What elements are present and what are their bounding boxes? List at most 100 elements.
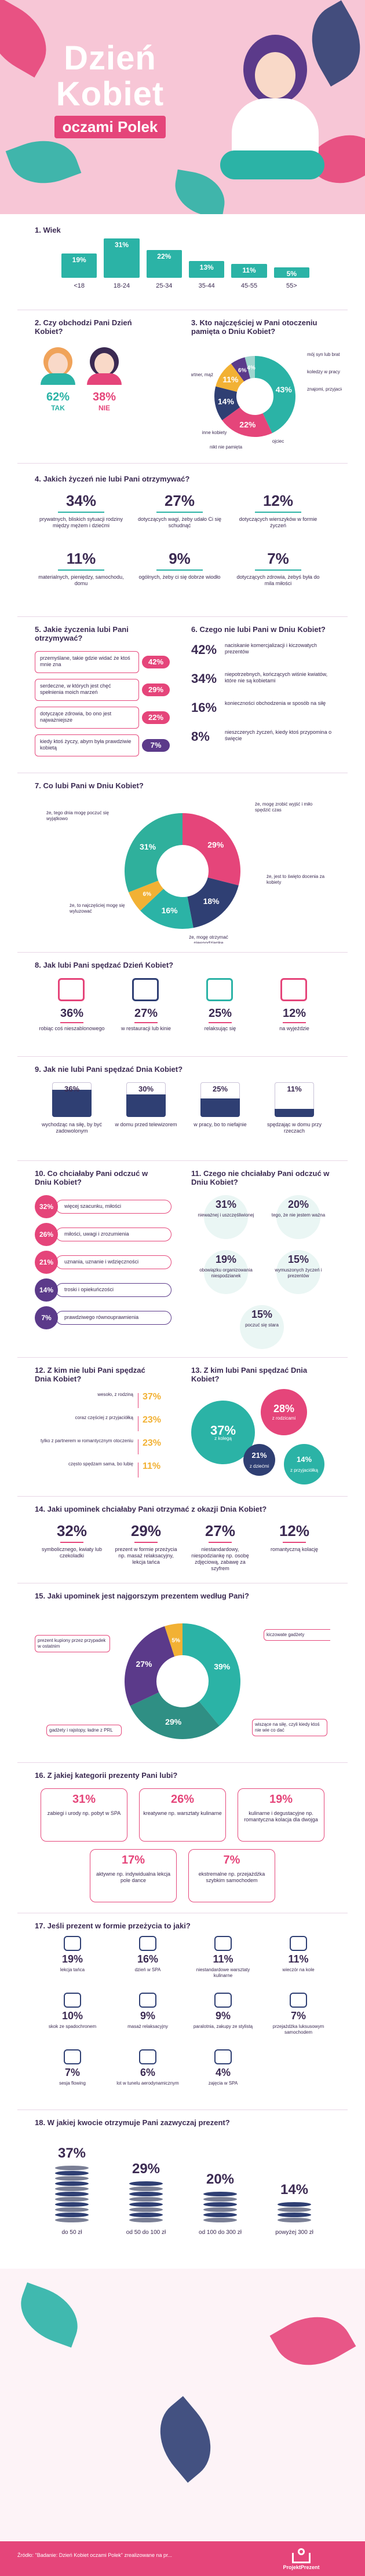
donut-slice	[129, 880, 164, 911]
q2-title: 2. Czy obchodzi Pani Dzień Kobiet?	[35, 318, 132, 336]
donut-legend-label: prezent kupiony przez przypadek w ostatn…	[35, 1635, 110, 1652]
coin	[54, 2217, 89, 2223]
q5-text-box: dotyczące zdrowia, bo ono jest najważnie…	[35, 707, 139, 729]
donut-legend-label: kiczowate gadżety	[264, 1629, 330, 1641]
q17-pct: 7%	[290, 2010, 306, 2022]
donut-legend-text: wiszące na siłę, czyli kiedy ktoś nie wi…	[252, 1719, 327, 1736]
q11-grid: 31% nieważnej i uszczęśliwionej 20% tego, ż…	[191, 1195, 336, 1351]
coin	[277, 2217, 312, 2223]
donut-legend-text: gadżety i rajstopy, ładne z PRL	[46, 1725, 122, 1736]
q16-pct: 26%	[170, 1793, 195, 1806]
q16-card	[139, 1788, 226, 1842]
donut-slice	[125, 1626, 175, 1706]
q18-text: do 50 zł	[61, 2229, 82, 2236]
coin	[129, 2191, 163, 2197]
q11-text: wymuszonych życzeń i prezentów	[275, 1267, 322, 1278]
q16-pct: 19%	[269, 1793, 293, 1806]
q4-pct: 12%	[262, 492, 294, 509]
q8-underline	[209, 1022, 232, 1023]
q17-section: 17. Jeśli prezent w formie przeżycia to …	[0, 1916, 365, 2107]
q14-pct: 29%	[130, 1522, 162, 1539]
donut-slice	[140, 888, 194, 929]
age-bar: 13%	[189, 261, 225, 278]
q5-pct-pill: 42%	[142, 656, 170, 668]
q5-text-box: kiedy ktoś życzy, abym była prawdziwie k…	[35, 734, 139, 756]
q18-section: 18. W jakiej kwocie otrzymuje Pani zazwy…	[0, 2112, 365, 2263]
divider	[17, 1357, 348, 1358]
woman-yes-icon	[41, 347, 75, 385]
q11-pct: 31%	[215, 1199, 237, 1210]
q12-q13-section: 12. Z kim nie lubi Pani spędzać Dnia Kob…	[0, 1360, 365, 1493]
q16-text: kulinarne i degustacyjne np. romantyczna…	[244, 1810, 318, 1822]
q12-pct: 11%	[143, 1461, 161, 1471]
q17-text: sesja flowing	[59, 2081, 86, 2086]
q9-pct: 30%	[138, 1085, 154, 1093]
age-bar-label: 25-34	[156, 282, 173, 289]
donut-slice	[183, 813, 240, 885]
coin	[54, 2207, 89, 2213]
q11-circle-bg	[204, 1195, 248, 1239]
coin	[54, 2181, 89, 2187]
q17-text: paralotnia, zakupy ze stylistą	[193, 2024, 253, 2029]
q16-title: 16. Z jakiej kategorii prezenty Pani lub…	[35, 1771, 178, 1780]
q17-text: masaż relaksacyjny	[127, 2024, 168, 2029]
q13-pct: 28%	[273, 1403, 295, 1414]
donut-legend-text: że, tego dnia mogę poczuć się wyjątkowo	[46, 810, 110, 821]
activity-icon	[58, 978, 85, 1001]
coin	[277, 2202, 312, 2207]
donut-slice-label: 11%	[222, 374, 239, 384]
q8-pct: 36%	[60, 1007, 84, 1020]
q5-pct-pill: 22%	[142, 711, 170, 724]
q6-pct: 16%	[191, 700, 217, 715]
q12-text: coraz częściej z przyjaciółką	[75, 1415, 133, 1420]
q10-text-bar: więcej szacunku, miłości	[56, 1200, 171, 1214]
coin	[277, 2212, 312, 2218]
donut-legend-label: nikt nie pamięta	[210, 444, 243, 450]
title-line-1: Dzień	[64, 39, 156, 77]
q11-title: 11. Czego nie chciałaby Pani odczuć w Dn…	[191, 1169, 330, 1186]
q9-title: 9. Jak nie lubi Pani spędzać Dnia Kobiet…	[35, 1065, 183, 1074]
donut-slice	[244, 356, 255, 379]
donut-slice-label: 31%	[140, 842, 156, 851]
donut-legend-label: mój partner, mąż	[191, 372, 213, 377]
age-bar: 11%	[231, 263, 267, 278]
donut-slice-label: 27%	[136, 1659, 152, 1669]
q18-coin-chart: 37% do 50 zł 29% od 50 do 100 zł 20% od 100 d…	[35, 2136, 330, 2260]
q8-pct: 12%	[282, 1007, 306, 1020]
brand-logo-icon	[290, 2548, 313, 2563]
q10-q11-section: 10. Co chciałaby Pani odczuć w Dniu Kobi…	[0, 1163, 365, 1354]
experience-icon	[290, 1936, 307, 1951]
donut-legend-text: kiczowate gadżety	[264, 1629, 330, 1641]
age-bar-chart: 19% <18 31% 18-24 22% 25-34 13% 35-44 11% 45-55 5%…	[58, 238, 313, 289]
q5-list: przemyślane, takie gdzie widać że ktoś m…	[35, 651, 174, 767]
q11-text: poczuć się stara	[245, 1322, 279, 1328]
q11-circle-bg	[204, 1250, 248, 1294]
q17-text: zajęcia w SPA	[208, 2081, 238, 2086]
donut-slice-label: 39%	[214, 1662, 231, 1671]
q8-row: 36% robiąc coś nieszablonowego 27% w restau…	[35, 978, 330, 1048]
q16-card	[41, 1788, 127, 1842]
q10-pct-circle: 32%	[35, 1195, 58, 1218]
q14-row: 32% symbolicznego, kwiaty lub czekoladki 2…	[35, 1522, 330, 1577]
donut-slice	[165, 1623, 183, 1657]
q11-circle-bg	[276, 1195, 320, 1239]
q8-text: na wyjeździe	[279, 1026, 309, 1031]
q17-text: lot w tunelu aerodynamicznym	[116, 2081, 179, 2086]
q16-text: kreatywne np. warsztaty kulinarne	[143, 1810, 222, 1816]
bottom-decoration	[0, 2269, 365, 2541]
q4-text: dotyczących wierszyków w formie życzeń	[239, 516, 317, 528]
q4-title: 4. Jakich życzeń nie lubi Pani otrzymywa…	[35, 475, 190, 483]
q2-no-pct: 38%	[92, 391, 116, 403]
q12-text: wesoło, z rodziną	[97, 1392, 133, 1397]
q9-text: w domu przed telewizorem	[115, 1122, 177, 1127]
donut-legend-text: że, to najczęściej mogę się wyluzować	[70, 903, 125, 914]
q17-pct: 11%	[213, 1953, 233, 1965]
coin	[129, 2217, 163, 2223]
donut-legend-label: że, jest to święto docenia za kobiety	[267, 874, 324, 885]
donut-slice	[187, 877, 239, 928]
q10-pct-circle: 7%	[35, 1306, 58, 1329]
q8-text: relaksując się	[204, 1026, 236, 1031]
q10-list: 32% więcej szacunku, miłości 26% miłości, u…	[35, 1195, 174, 1346]
q17-pct: 11%	[288, 1953, 309, 1965]
donut-slice	[231, 357, 251, 382]
